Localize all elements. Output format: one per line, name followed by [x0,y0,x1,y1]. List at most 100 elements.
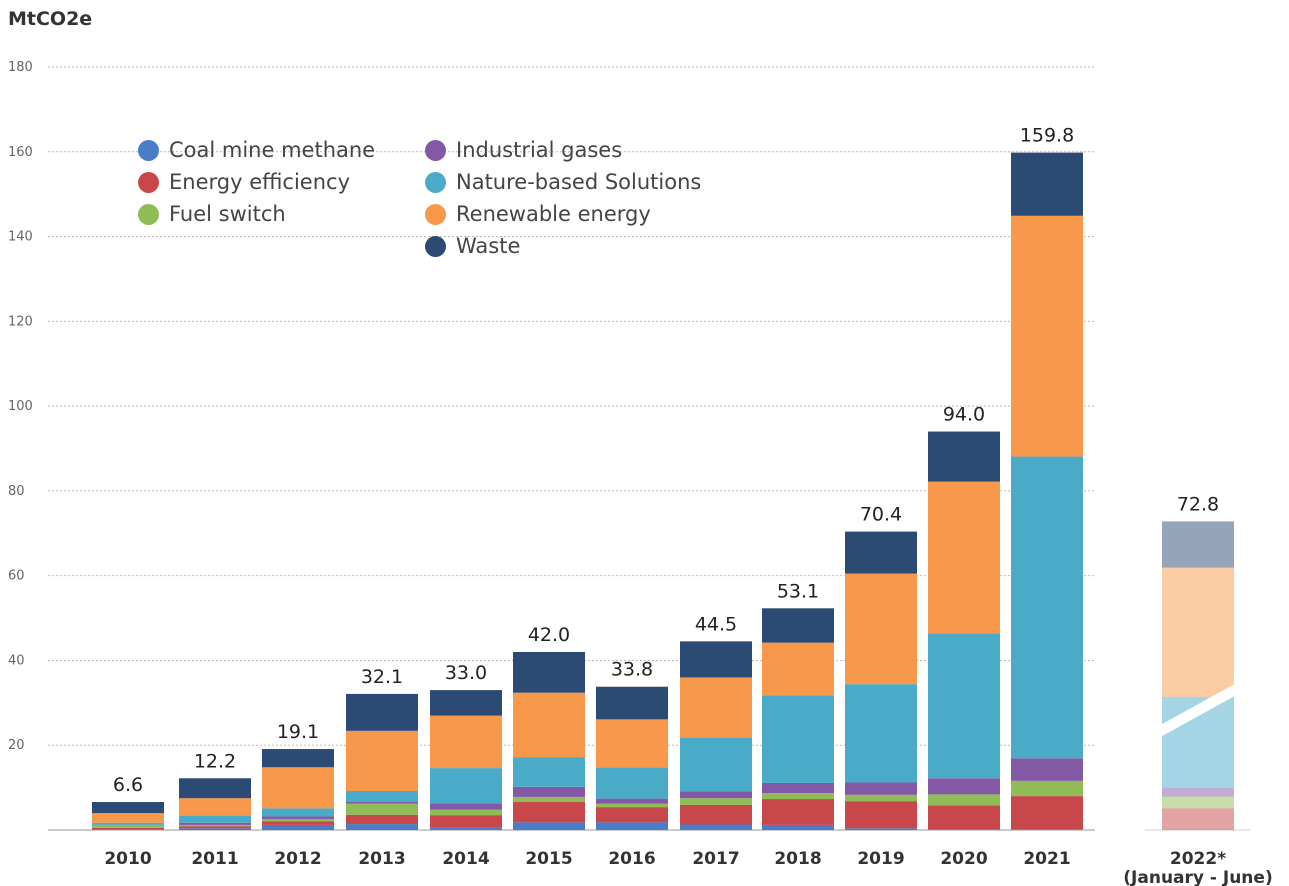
y-tick-label-80: 80 [8,484,25,499]
legend-swatch-industrial-gases [425,139,446,161]
total-label-2022: 72.8 [1177,493,1219,515]
bar-segment-2018-energy-efficiency [762,799,834,825]
legend-label-energy-efficiency: Energy efficiency [169,170,351,194]
bar-segment-2011-energy-efficiency [179,826,251,829]
bar-segment-2018-industrial-gases [762,782,834,794]
total-label-2019: 70.4 [860,504,902,526]
legend-swatch-nature-based-solutions [425,171,446,193]
bar-segment-2017-nature-based-solutions [680,737,752,792]
x-tick-label-2016: 2016 [608,849,655,869]
legend-item-nature-based-solutions: Nature-based Solutions [425,170,701,194]
bar-segment-2010-nature-based-solutions [92,822,164,825]
bar-segment-2011-waste [179,778,251,799]
bar-segment-2019-waste [845,531,917,574]
bar-segment-2011-coal-mine-methane [179,828,251,830]
total-label-2020: 94.0 [943,404,985,426]
bar-segment-2021-energy-efficiency [1011,796,1083,830]
x-tick-label-2011: 2011 [191,849,238,869]
bar-segment-2016-renewable-energy [596,719,668,768]
total-label-2021: 159.8 [1020,125,1074,147]
bar-segment-2019-energy-efficiency [845,801,917,829]
bar-segment-2019-nature-based-solutions [845,684,917,783]
bar-segment-2014-nature-based-solutions [430,768,502,804]
legend-swatch-waste [425,235,446,257]
bar-segment-2016-fuel-switch [596,803,668,808]
bar-segment-2020-industrial-gases [928,778,1000,795]
bar-segment-2012-nature-based-solutions [262,808,334,817]
bar-segment-2014-coal-mine-methane [430,827,502,830]
bar-segment-2022-renewable-energy [1162,567,1234,697]
bar-segment-2017-fuel-switch [680,798,752,805]
y-tick-label-180: 180 [8,60,33,75]
bar-segment-2013-fuel-switch [346,803,418,815]
total-label-2014: 33.0 [445,662,487,684]
bar-segment-2013-industrial-gases [346,802,418,804]
total-label-2015: 42.0 [528,624,570,646]
y-tick-label-60: 60 [8,569,25,584]
legend-swatch-coal-mine-methane [138,139,159,161]
bar-segment-2020-nature-based-solutions [928,633,1000,779]
bar-segment-2014-industrial-gases [430,803,502,810]
bar-segment-2012-renewable-energy [262,767,334,809]
total-label-2013: 32.1 [361,666,403,688]
bar-segment-2011-nature-based-solutions [179,815,251,823]
bar-segment-2019-coal-mine-methane [845,828,917,830]
bar-segment-2012-coal-mine-methane [262,824,334,830]
bar-segment-2015-industrial-gases [513,786,585,797]
bar-segment-2014-waste [430,690,502,716]
bar-segment-2010-coal-mine-methane [92,829,164,830]
bar-segment-2020-coal-mine-methane [928,829,1000,830]
bar-segment-2013-renewable-energy [346,730,418,792]
bar-layer [92,152,1236,830]
x-tick-label-2013: 2013 [358,849,405,869]
bar-segment-2015-nature-based-solutions [513,757,585,787]
total-label-2010: 6.6 [113,774,143,796]
legend-label-waste: Waste [456,234,521,258]
bar-segment-2011-fuel-switch [179,824,251,827]
legend-item-renewable-energy: Renewable energy [425,202,651,226]
total-label-2017: 44.5 [695,613,737,635]
bar-segment-2012-industrial-gases [262,816,334,819]
bar-segment-2018-nature-based-solutions [762,695,834,783]
y-tick-label-40: 40 [8,653,25,668]
x-tick-label-2018: 2018 [774,849,821,869]
x-tick-sublabel-2022: (January - June) [1123,868,1272,886]
bar-segment-2022-fuel-switch [1162,796,1234,809]
bar-segment-2018-waste [762,608,834,643]
total-label-2011: 12.2 [194,750,236,772]
x-tick-label-2012: 2012 [274,849,321,869]
bar-segment-2015-coal-mine-methane [513,822,585,830]
bar-segment-2019-renewable-energy [845,573,917,685]
bar-segment-2014-fuel-switch [430,809,502,816]
legend-item-industrial-gases: Industrial gases [425,138,622,162]
x-tick-label-2021: 2021 [1023,849,1070,869]
bar-segment-2017-coal-mine-methane [680,824,752,830]
legend-item-fuel-switch: Fuel switch [138,202,286,226]
bar-segment-2019-industrial-gases [845,782,917,795]
bar-segment-2012-fuel-switch [262,818,334,822]
legend-label-fuel-switch: Fuel switch [169,202,286,226]
bar-segment-2016-waste [596,686,668,720]
y-tick-label-20: 20 [8,738,25,753]
bar-segment-2020-waste [928,431,1000,482]
total-label-2012: 19.1 [277,721,319,743]
bar-segment-2014-renewable-energy [430,715,502,769]
bar-segment-2021-renewable-energy [1011,215,1083,457]
bar-segment-2022-industrial-gases [1162,788,1234,797]
bar-segment-2020-fuel-switch [928,794,1000,806]
bar-segment-2010-energy-efficiency [92,827,164,830]
bar-segment-2021-fuel-switch [1011,780,1083,797]
x-tick-label-2020: 2020 [940,849,987,869]
bar-segment-2013-coal-mine-methane [346,824,418,830]
y-tick-label-140: 140 [8,230,33,245]
bar-segment-2018-coal-mine-methane [762,824,834,830]
bar-segment-2011-industrial-gases [179,822,251,825]
bar-segment-2021-industrial-gases [1011,758,1083,781]
bar-segment-2013-waste [346,693,418,731]
legend-label-renewable-energy: Renewable energy [456,202,651,226]
legend-item-waste: Waste [425,234,520,258]
total-label-2016: 33.8 [611,659,653,681]
y-tick-label-100: 100 [8,399,33,414]
x-tick-label-2019: 2019 [857,849,904,869]
